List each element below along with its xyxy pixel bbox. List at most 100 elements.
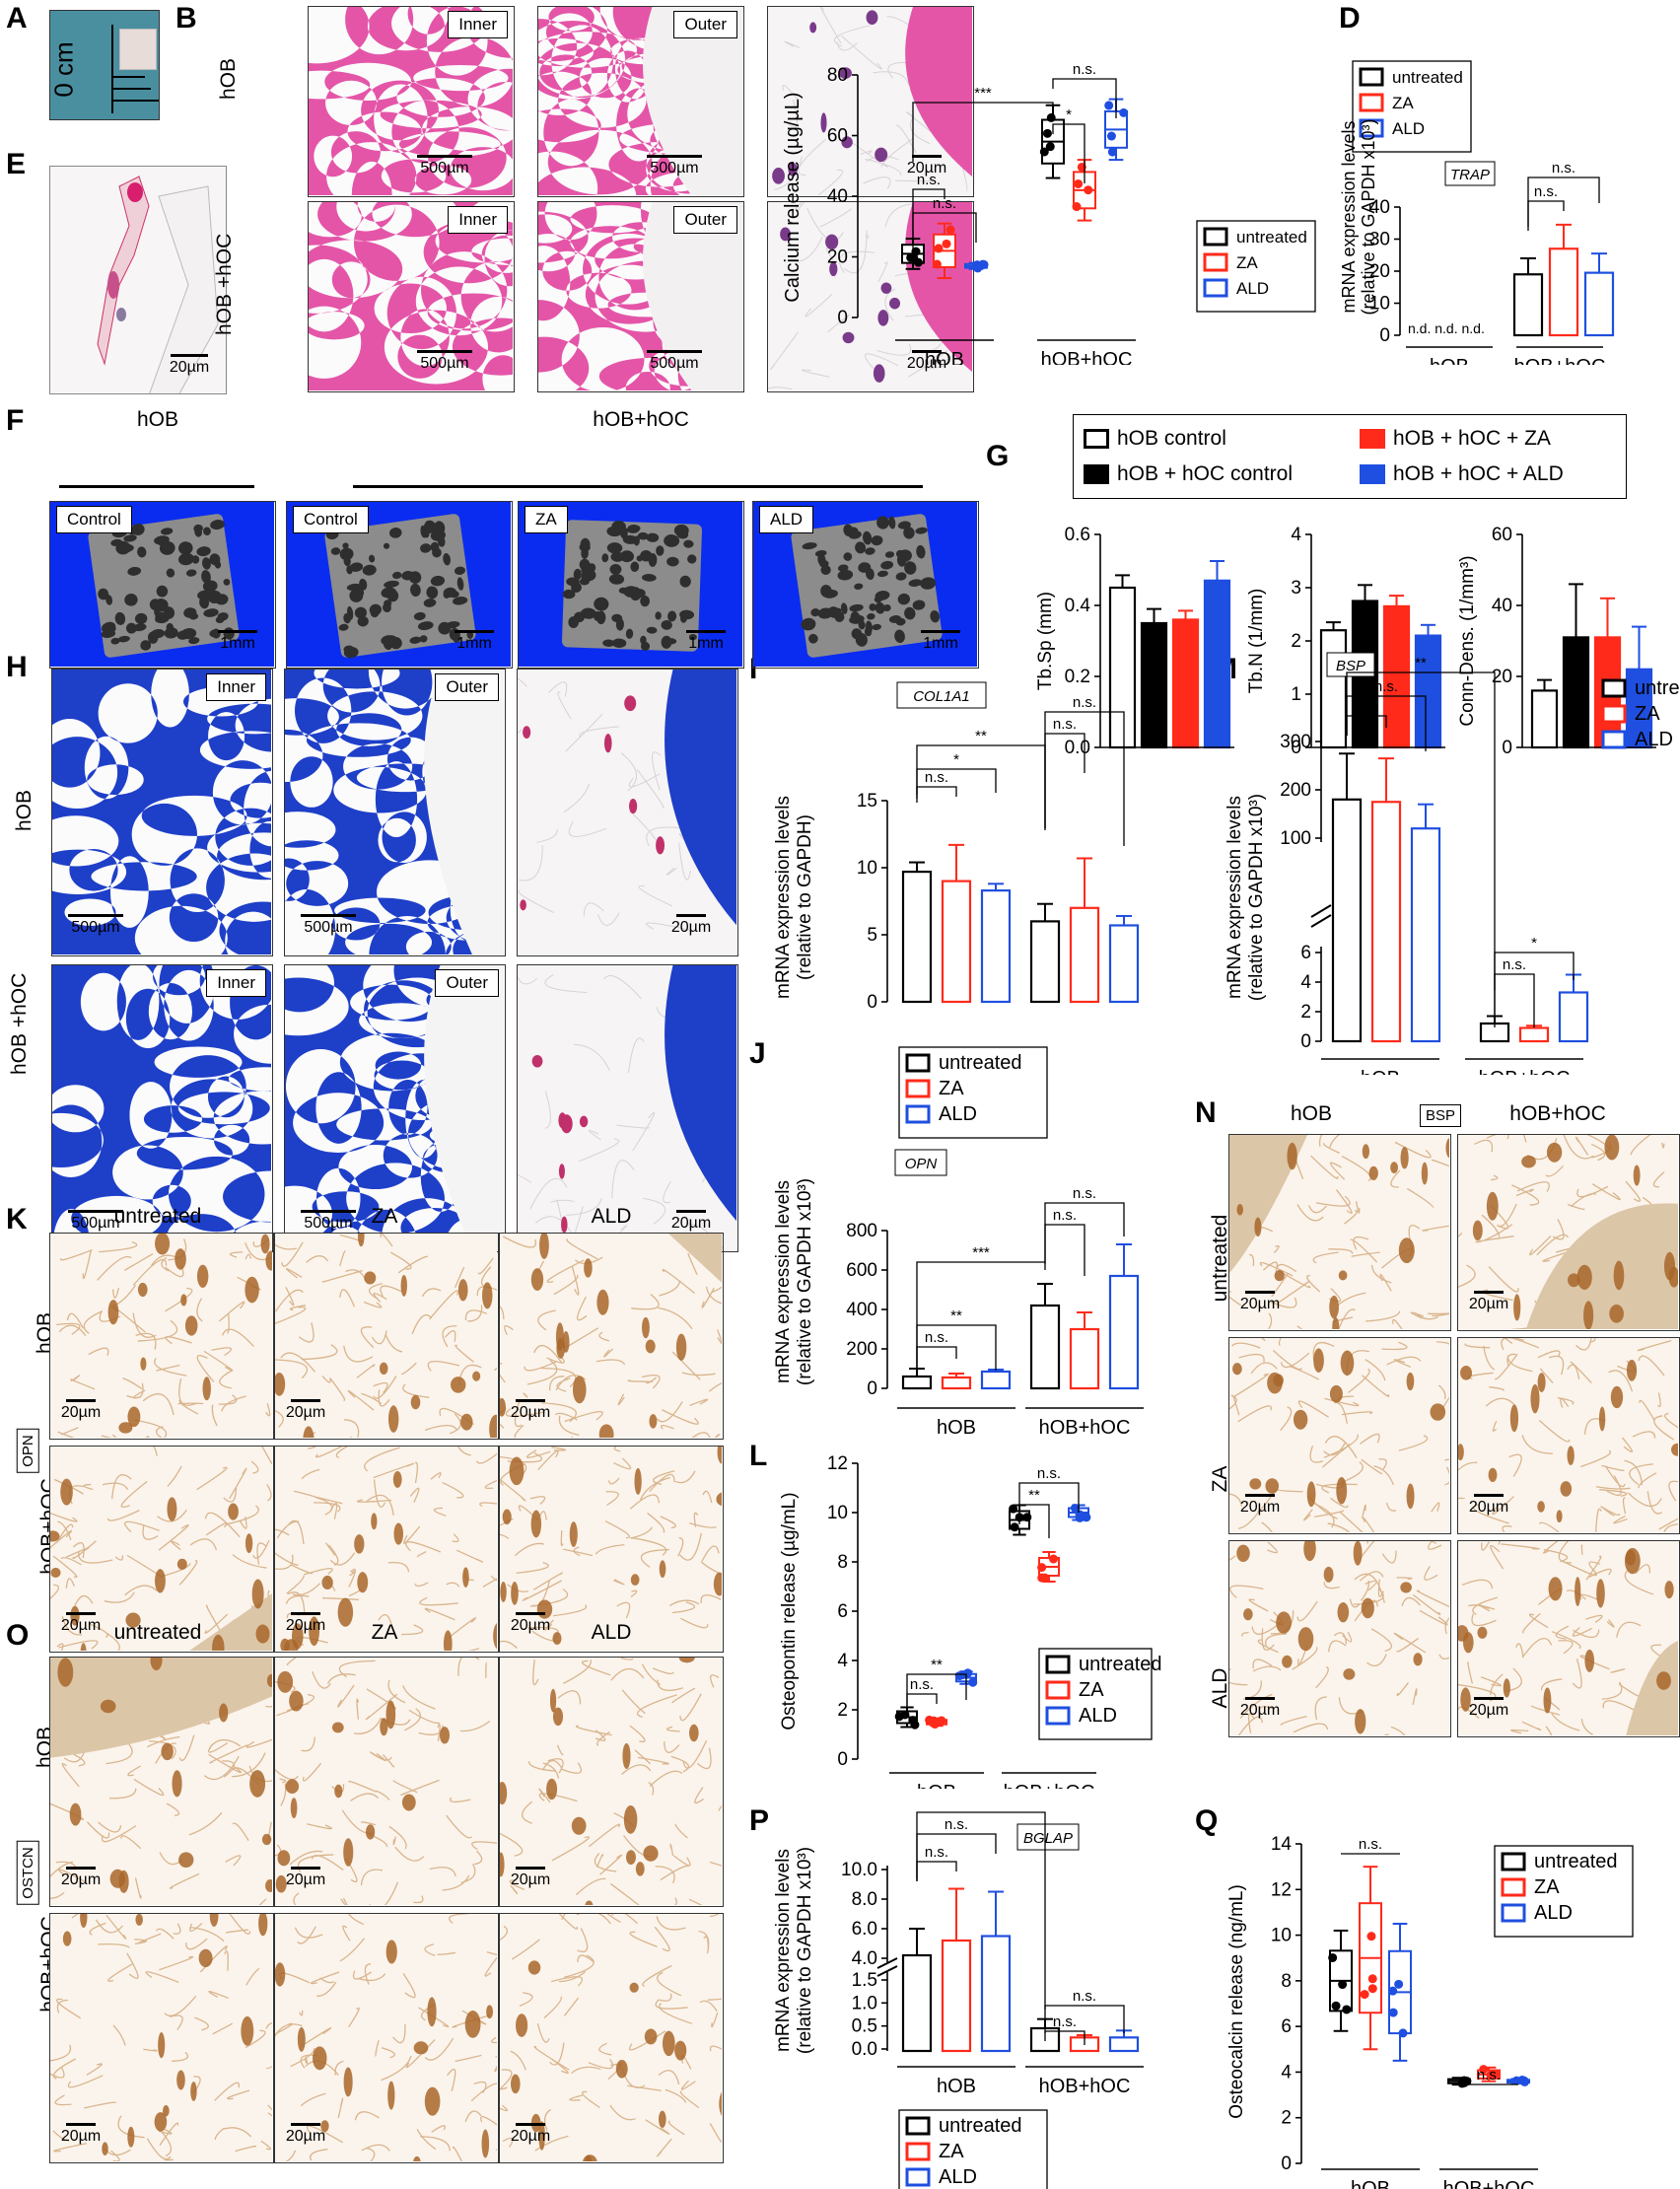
y-tick-label: 2 (1291, 631, 1301, 652)
opn-scale-r0-c2-line (516, 1399, 545, 1402)
bsp-scale-r1-c0: 20µm (1235, 1494, 1285, 1517)
dab-cell (400, 1274, 407, 1297)
y-tick-label: 20 (1369, 261, 1390, 282)
panel-label-q: Q (1195, 1804, 1219, 1837)
significance-bracket (1044, 733, 1085, 828)
data-point (973, 263, 983, 273)
significance-bracket (916, 786, 957, 803)
dab-cell (387, 2081, 395, 2110)
dab-cell (127, 1406, 141, 1428)
legend-g-ald: hOB + hOC + ALD (1393, 462, 1564, 485)
dab-cell (1265, 1478, 1280, 1494)
group-label: hOB+hOC (1039, 1417, 1131, 1439)
legend-swatch (1359, 93, 1384, 112)
y-tick-label: 0 (867, 992, 877, 1013)
masson-tile-r0-c1-image (285, 670, 505, 955)
bar (1171, 618, 1200, 749)
dab-cell (158, 2031, 166, 2059)
bar (1331, 798, 1363, 1043)
legend-swatch (1501, 1877, 1526, 1897)
bar (1203, 579, 1231, 749)
bsp-tile-r0-c0: 20µm (1228, 1134, 1451, 1331)
dab-cell (1430, 1403, 1446, 1421)
bar (941, 880, 972, 1004)
dab-cell (1537, 1501, 1545, 1513)
bar (1562, 636, 1590, 749)
y-tick-label: 10.0 (841, 1860, 877, 1880)
bsp-scale-r0-c0-line (1245, 1291, 1275, 1294)
bsp-tile-r2-c1-image (1458, 1541, 1679, 1736)
dab-cell (1332, 1316, 1340, 1330)
y-tick-label: 0 (1281, 2154, 1292, 2174)
dab-cell (1287, 1142, 1297, 1170)
opn-scale-r0-c1: 20µm (281, 1399, 330, 1422)
gene-label: BSP (1336, 658, 1365, 674)
bar (1069, 1327, 1100, 1390)
he-tag-r0-c1: Outer (673, 11, 737, 38)
microct-scale-2-line (686, 630, 726, 633)
ostcn-scale-r0-c1: 20µm (281, 1867, 330, 1889)
dab-cell (1477, 1626, 1488, 1639)
y-axis-label: (relative to GAPDH x10³) (795, 1178, 815, 1385)
microct-scale-2-text: 1mm (688, 635, 724, 652)
data-point (930, 1720, 940, 1730)
significance-bracket (1494, 952, 1575, 1027)
opn-tile-r0-c0: 20µm (49, 1233, 274, 1440)
dab-cell (489, 1414, 498, 1439)
significance-bracket (1346, 671, 1496, 990)
group-label: hOB+hOC (1039, 2076, 1131, 2097)
significance-label: * (978, 1804, 984, 1811)
dab-cell (493, 1622, 498, 1651)
dab-cell (1323, 1566, 1334, 1583)
dab-cell (481, 2129, 490, 2158)
microct-tile-1: Control 1mm (286, 501, 513, 669)
y-axis-label: (relative to GAPDH x10³) (795, 1847, 815, 2054)
ostcn-scale-r0-c0-text: 20µm (60, 1871, 102, 1888)
trap-expression-chart: untreated ZA ALD 0 10 20 30 40 mRNA expression l… (1341, 60, 1615, 365)
bone-region (50, 1658, 273, 1758)
dab-cell (343, 2067, 353, 2097)
dab-cell (629, 1982, 639, 1993)
dab-cell (1398, 1237, 1415, 1264)
masson-tile-r1-c0-image (52, 965, 272, 1251)
significance-bracket (912, 212, 977, 252)
y-tick-label: 300 (1280, 732, 1311, 752)
legend-swatch (1359, 118, 1384, 138)
data-point (1037, 1573, 1047, 1583)
dab-cell (410, 1394, 421, 1410)
bsp-scale-r1-c1-line (1474, 1494, 1504, 1497)
masson-scale-r1-c0-line (68, 1210, 123, 1213)
masson-scale-r1-c0-text: 500µm (71, 1215, 120, 1232)
bsp-tile-r2-c0: 20µm (1228, 1540, 1451, 1737)
group-label: hOB+hOC (1004, 1782, 1095, 1789)
data-point (1042, 128, 1052, 138)
y-axis-label: mRNA expression levels (1341, 120, 1359, 313)
y-tick-label: 10 (827, 1503, 848, 1523)
f-bracket-hobhoc (353, 485, 923, 488)
significance-label: n.s. (1073, 1185, 1096, 1202)
dab-cell (180, 1294, 187, 1306)
bone-region (668, 1234, 723, 1284)
data-point (1457, 2079, 1467, 2088)
he-tile-r0-c2-image (768, 7, 973, 196)
dab-cell (1267, 1372, 1283, 1394)
y-tick-label: 0 (1300, 1031, 1311, 1052)
dab-cell (245, 1276, 259, 1304)
bar (1558, 991, 1589, 1043)
he-scale-r1-c1-line (647, 350, 702, 353)
microct-tag-0: Control (56, 506, 132, 533)
opn-col-0: untreated (113, 1205, 202, 1228)
data-point (1072, 202, 1082, 212)
y-tick-label: 60 (827, 126, 848, 147)
data-point (1388, 2008, 1398, 2017)
dab-cell (1236, 1544, 1250, 1563)
data-point (937, 1716, 946, 1726)
dab-cell (1609, 1304, 1624, 1323)
dab-cell (1664, 1581, 1674, 1599)
dab-cell (176, 2070, 185, 2090)
dab-cell (228, 1503, 239, 1520)
group-label: hOB (1351, 2178, 1390, 2189)
legend-swatch (1045, 1680, 1071, 1700)
outer-edge (643, 7, 743, 196)
dab-cell (1336, 1476, 1348, 1505)
